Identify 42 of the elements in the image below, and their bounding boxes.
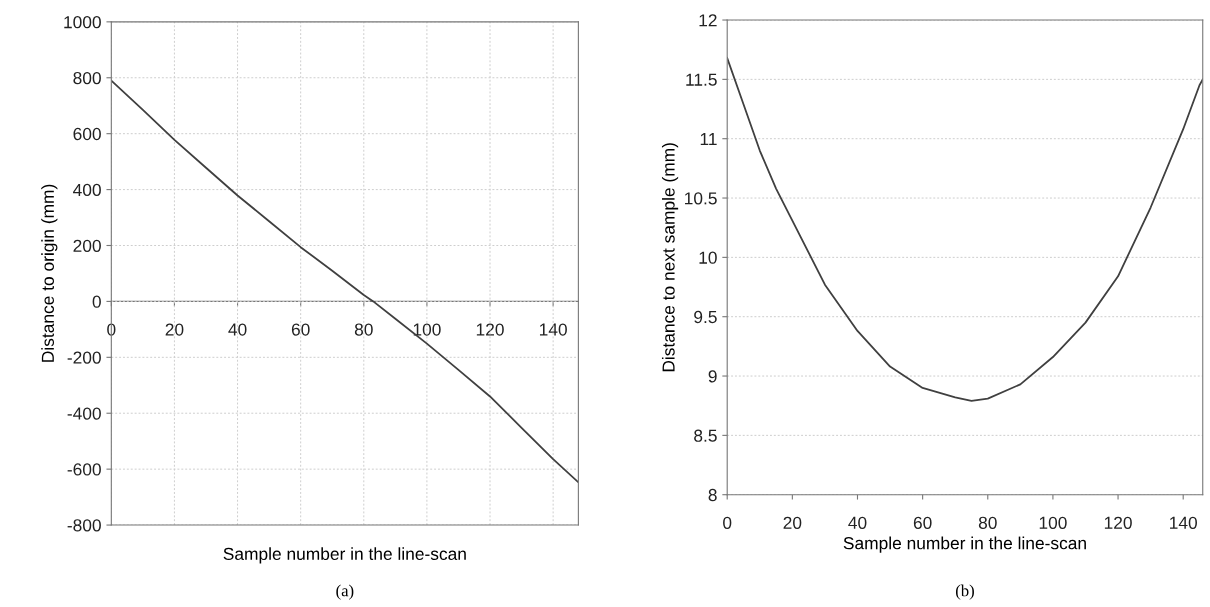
y-tick-label: 12 (699, 14, 717, 27)
y-tick-label: -800 (67, 519, 101, 532)
y-tick-label: 9.5 (694, 310, 717, 324)
x-tick-label: 60 (291, 323, 310, 336)
y-tick-label: 10 (699, 251, 717, 264)
y-tick-label: 8.5 (694, 429, 717, 442)
y-tick-label: 400 (73, 183, 101, 197)
x-tick-label: 40 (848, 516, 867, 529)
text: (b) (955, 584, 974, 600)
line-series (727, 57, 1203, 402)
y-tick-label: -400 (67, 407, 101, 420)
x-tick-label: 120 (476, 323, 504, 336)
x-tick-label: 80 (978, 516, 997, 529)
x-tick-label: 60 (913, 516, 932, 529)
x-tick-label: 140 (539, 323, 567, 336)
x-tick-label: 20 (165, 323, 184, 336)
x-tick-label: 40 (228, 323, 247, 336)
y-tick-label: 11.5 (686, 73, 717, 86)
y-tick-label: 800 (73, 71, 101, 85)
y-tick-label: 10.5 (685, 192, 717, 205)
x-axis-title: Sample number in the line-scan (223, 547, 466, 564)
y-axis-title: Distance to next sample (mm) (661, 143, 679, 372)
y-tick-label: 1000 (64, 16, 101, 29)
y-tick-label: 8 (708, 488, 717, 502)
y-tick-label: -600 (67, 463, 101, 476)
x-tick-label: 80 (354, 323, 373, 336)
x-axis-title: Sample number in the line-scan (843, 536, 1086, 553)
y-tick-label: 9 (708, 370, 717, 383)
x-tick-label: 20 (783, 516, 802, 529)
text: (a) (336, 584, 354, 600)
y-tick-label: 0 (92, 295, 101, 308)
y-tick-label: 11 (700, 133, 717, 145)
x-tick-label: 100 (413, 323, 441, 336)
x-tick-label: 140 (1170, 516, 1197, 529)
y-tick-label: -200 (67, 351, 101, 364)
x-tick-label: 0 (107, 323, 116, 336)
x-tick-label: 120 (1104, 516, 1132, 529)
y-tick-label: 200 (73, 239, 101, 252)
x-tick-label: 100 (1039, 516, 1067, 529)
y-axis-title: Distance to origin (mm) (41, 184, 58, 362)
x-tick-label: 0 (723, 516, 732, 529)
y-tick-label: 600 (73, 127, 101, 141)
